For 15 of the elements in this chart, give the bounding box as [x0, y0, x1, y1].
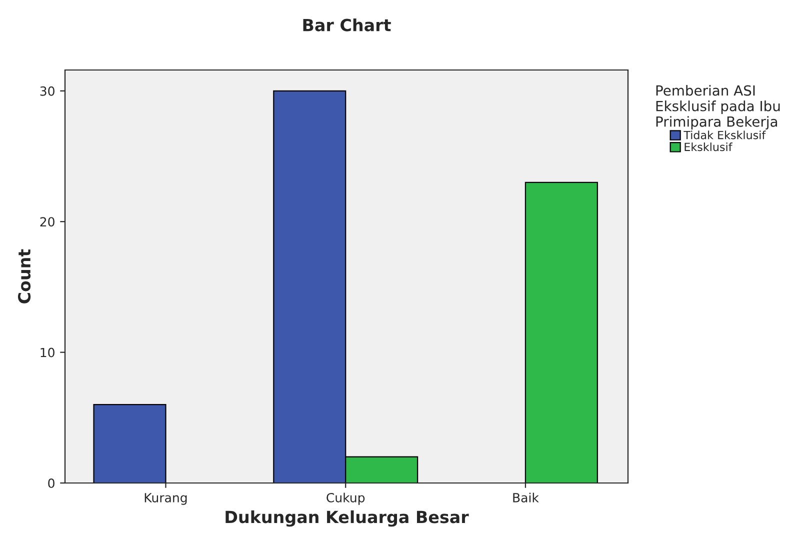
chart-title: Bar Chart: [303, 18, 391, 32]
y-tick-label: 30: [40, 86, 54, 96]
y-tick-label: 0: [48, 478, 54, 488]
bar: [524, 182, 598, 483]
legend-label: Tidak Eksklusif: [684, 130, 766, 140]
x-tick-label: Cukup: [326, 492, 365, 505]
legend-title: Pemberian ASI Eksklusif pada Ibu Primipara Bekerja: [656, 85, 780, 130]
x-tick-label: Kurang: [144, 493, 187, 505]
legend-label: Eksklusif: [684, 142, 732, 152]
y-tick-label: 10: [40, 348, 54, 358]
x-axis-title: Dukungan Keluarga Besar: [226, 510, 469, 527]
y-axis-title: Count: [18, 249, 31, 304]
bar: [93, 404, 166, 483]
y-tick-label: 20: [40, 217, 54, 227]
x-tick-label: Baik: [513, 492, 539, 502]
